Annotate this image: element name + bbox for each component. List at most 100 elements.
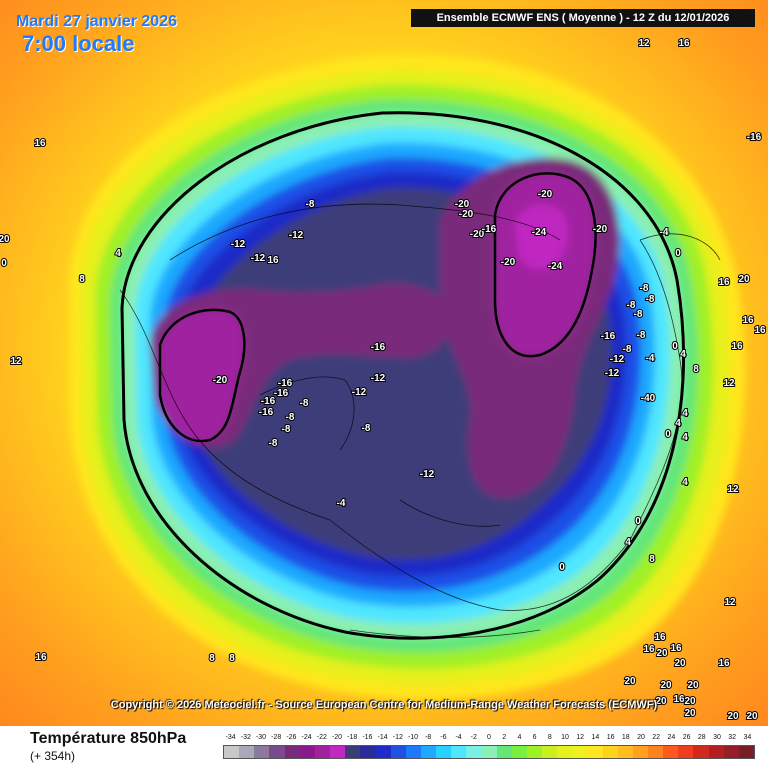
legend-label: 30 xyxy=(713,734,721,741)
legend-swatch xyxy=(602,746,618,758)
legend-swatch xyxy=(572,746,588,758)
contour-label: -16 xyxy=(482,224,497,235)
contour-label: 16 xyxy=(673,694,685,705)
contour-label: -16 xyxy=(747,132,762,143)
contour-label: 20 xyxy=(0,234,10,245)
contour-label: 20 xyxy=(738,274,750,285)
contour-label: -8 xyxy=(269,438,278,449)
contour-label: 0 xyxy=(1,258,7,269)
isotherm-m20-west xyxy=(158,308,246,443)
legend-label: -24 xyxy=(301,734,312,741)
legend-label: 24 xyxy=(667,734,676,741)
contour-label: -8 xyxy=(300,398,309,409)
legend-label: 8 xyxy=(547,734,552,741)
legend-swatch xyxy=(360,746,376,758)
contour-label: 20 xyxy=(746,711,758,722)
contour-label: -12 xyxy=(231,239,246,250)
contour-label: 16 xyxy=(718,277,730,288)
legend-label: -18 xyxy=(347,734,358,741)
contour-label: 0 xyxy=(559,562,565,573)
contour-label: 0 xyxy=(672,341,678,352)
contour-label: 8 xyxy=(79,274,85,285)
legend-label: 28 xyxy=(697,734,706,741)
contour-label: 12 xyxy=(10,356,22,367)
contour-label: 4 xyxy=(682,432,688,443)
contour-label: 4 xyxy=(680,349,686,360)
contour-label: -4 xyxy=(646,353,655,364)
legend-swatch xyxy=(254,746,270,758)
legend-swatch xyxy=(375,746,391,758)
contour-label: -8 xyxy=(282,424,291,435)
contour-label: 16 xyxy=(731,341,743,352)
legend-swatch xyxy=(647,746,664,758)
contour-label: -8 xyxy=(637,330,646,341)
contour-label: -8 xyxy=(640,283,649,294)
legend-label: 12 xyxy=(576,734,585,741)
contour-label: -8 xyxy=(362,423,371,434)
legend-swatch xyxy=(224,746,240,758)
contour-label: 16 xyxy=(643,644,655,655)
contour-label: 16 xyxy=(34,138,46,149)
contour-label: 20 xyxy=(684,708,696,719)
legend-label: -4 xyxy=(455,734,462,741)
contour-label: 16 xyxy=(718,658,730,669)
contour-label: -40 xyxy=(641,393,656,404)
legend-swatch xyxy=(345,746,361,758)
contour-label: -4 xyxy=(660,227,669,238)
contour-label: -4 xyxy=(337,498,346,509)
contour-label: 16 xyxy=(670,643,682,654)
contour-label: -12 xyxy=(420,469,435,480)
contour-label: 20 xyxy=(656,648,668,659)
legend-swatch xyxy=(466,746,482,758)
legend-swatch xyxy=(390,746,406,758)
forecast-date: Mardi 27 janvier 2026 xyxy=(16,13,177,30)
legend-label: 32 xyxy=(728,734,737,741)
legend-label: -28 xyxy=(271,734,282,741)
temperature-bands xyxy=(69,54,745,700)
contour-label: 20 xyxy=(624,676,636,687)
contour-label: 0 xyxy=(635,516,641,527)
legend-swatch xyxy=(420,746,436,758)
contour-label: -20 xyxy=(538,189,553,200)
contour-label: -12 xyxy=(352,387,367,398)
forecast-hour: (+ 354h) xyxy=(30,749,76,763)
contour-label: 20 xyxy=(727,711,739,722)
copyright-notice: Copyright © 2026 Meteociel.fr - Source E… xyxy=(110,699,658,711)
contour-label: 4 xyxy=(625,537,631,548)
legend-label: -12 xyxy=(392,734,403,741)
legend-swatch xyxy=(496,746,512,758)
legend-swatch xyxy=(284,746,300,758)
contour-label: 16 xyxy=(742,315,754,326)
contour-label: -16 xyxy=(274,388,289,399)
legend-label: -32 xyxy=(240,734,251,741)
contour-label: -12 xyxy=(605,368,620,379)
contour-label: -20 xyxy=(501,257,516,268)
local-time: 7:00 locale xyxy=(22,31,135,56)
contour-label: -24 xyxy=(548,261,563,272)
legend-swatch xyxy=(299,746,315,758)
legend-label: -34 xyxy=(225,734,236,741)
contour-label: -16 xyxy=(261,396,276,407)
legend-swatch xyxy=(723,746,739,758)
contour-label: -16 xyxy=(371,342,386,353)
legend-swatch xyxy=(663,746,679,758)
contour-label: 16 xyxy=(654,632,666,643)
contour-label: -16 xyxy=(601,331,616,342)
legend-swatch xyxy=(738,746,754,758)
contour-label: -20 xyxy=(455,199,470,210)
contour-label: -8 xyxy=(623,344,632,355)
model-run-banner: Ensemble ECMWF ENS ( Moyenne ) - 12 Z du… xyxy=(411,9,755,27)
legend-label: 4 xyxy=(517,734,522,741)
legend-label: 2 xyxy=(502,734,507,741)
legend-labels: -34 -32 -30 -28 -26 -24 -22 -20 -18 -16 -14 -12 -10-… xyxy=(223,734,755,744)
legend-label: -10 xyxy=(407,734,419,741)
contour-label: 16 xyxy=(35,652,47,663)
contour-label: 8 xyxy=(209,653,215,664)
contour-label: 20 xyxy=(655,696,667,707)
contour-label: 20 xyxy=(674,658,686,669)
legend-label: 16 xyxy=(606,734,615,741)
legend-swatch xyxy=(329,746,346,758)
contour-label: 12 xyxy=(727,484,739,495)
isotherm-lines xyxy=(120,111,686,640)
